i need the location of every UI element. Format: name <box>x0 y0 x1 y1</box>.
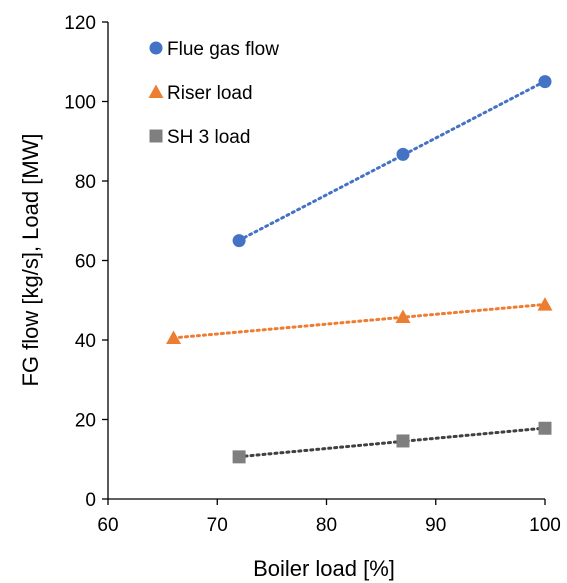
x-tick-label: 80 <box>316 515 337 536</box>
y-tick-labels: 0 20 40 60 80 100 120 <box>64 13 96 511</box>
y-tick-label: 40 <box>75 331 96 352</box>
x-tick-label: 100 <box>529 515 561 536</box>
y-tick-label: 120 <box>64 13 96 34</box>
point-sh-3-load <box>538 421 552 435</box>
point-flue-gas-flow <box>232 234 246 248</box>
axes <box>102 21 546 505</box>
trendline-riser-load <box>172 302 547 340</box>
trendlines <box>172 79 547 459</box>
y-tick-label: 60 <box>75 252 96 273</box>
y-tick-label: 80 <box>75 172 96 193</box>
x-tick-label: 70 <box>207 515 228 536</box>
point-riser-load <box>537 297 553 311</box>
y-tick-label: 20 <box>75 411 96 432</box>
point-sh-3-load <box>396 434 410 448</box>
legend-marker-sh-3-load <box>149 129 163 143</box>
point-flue-gas-flow <box>538 75 552 89</box>
legend-marker-flue-gas-flow <box>149 41 163 55</box>
legend-label-sh-3-load: SH 3 load <box>167 127 250 148</box>
point-riser-load <box>395 309 411 323</box>
x-axis-label: Boiler load [%] <box>253 556 395 581</box>
point-flue-gas-flow <box>396 147 410 161</box>
y-tick-label: 100 <box>64 93 96 114</box>
point-riser-load <box>166 330 182 345</box>
trendline-flue-gas-flow <box>237 79 547 242</box>
x-tick-labels: 60 70 80 90 100 <box>97 515 560 536</box>
x-tick-label: 60 <box>97 515 118 536</box>
x-tick-label: 90 <box>425 515 446 536</box>
legend-marker-riser-load <box>148 84 164 98</box>
legend-label-riser-load: Riser load <box>167 83 253 104</box>
trendline-sh-3-load <box>237 426 547 459</box>
data-points <box>166 75 553 464</box>
point-sh-3-load <box>232 450 246 464</box>
y-axis-label: FG flow [kg/s], Load [MW] <box>18 133 43 386</box>
y-tick-label: 0 <box>85 490 96 511</box>
legend: Flue gas flow Riser load SH 3 load <box>148 39 279 148</box>
legend-label-flue-gas-flow: Flue gas flow <box>167 39 279 60</box>
